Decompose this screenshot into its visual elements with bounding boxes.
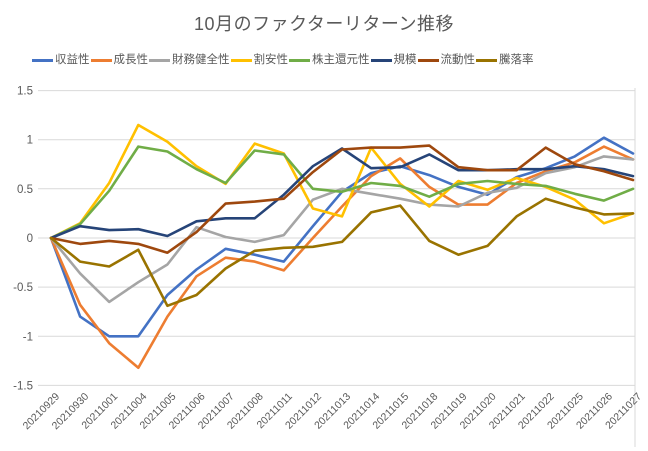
- legend-item-size: 規模: [370, 54, 417, 67]
- series-line-growth: [49, 145, 635, 370]
- legend-item-profitability: 収益性: [32, 54, 90, 67]
- series-line-profitability: [49, 136, 635, 338]
- legend-item-liquidity: 流動性: [417, 54, 476, 67]
- y-axis-tick-label: -1: [23, 331, 33, 343]
- y-axis-tick-labels: 1.5 1 0.5 0 -0.5 -1 -1.5: [13, 86, 33, 393]
- legend-line-marker: [476, 59, 497, 63]
- y-axis-tick-label: 1.5: [17, 86, 33, 98]
- legend-label: 収益性: [55, 54, 90, 66]
- y-axis-tick-label: 0: [27, 233, 33, 245]
- y-axis-tick-label: 0.5: [17, 184, 33, 196]
- legend-line-marker: [90, 59, 112, 63]
- legend-line-marker: [289, 59, 310, 63]
- y-axis-tick-label: -1.5: [13, 380, 33, 392]
- legend-line-marker: [230, 59, 252, 63]
- legend-label: 規模: [393, 54, 417, 66]
- legend-label: 株主還元性: [312, 54, 370, 66]
- chart-title: 10月のファクターリターン推移: [194, 14, 454, 34]
- x-axis-tick-labels: 2021092920210930202110012021100420211005…: [21, 391, 645, 433]
- legend-line-marker: [32, 59, 53, 63]
- legend-item-growth: 成長性: [90, 54, 149, 67]
- chart-legend: 収益性 成長性 財務健全性 割安性 株主還元性 規模 流動性 騰落率: [32, 54, 535, 67]
- series-line-liquidity: [49, 144, 635, 254]
- legend-item-shareholder-return: 株主還元性: [289, 54, 370, 67]
- series-lines-group: [49, 123, 635, 370]
- legend-item-change-rate: 騰落率: [476, 54, 534, 67]
- series-line-change-rate: [49, 197, 635, 308]
- legend-line-marker: [370, 59, 392, 63]
- series-line-shareholder-return: [49, 145, 635, 240]
- legend-label: 流動性: [440, 54, 476, 66]
- legend-line-marker: [149, 59, 170, 63]
- legend-label: 騰落率: [499, 54, 534, 66]
- legend-label: 財務健全性: [172, 54, 230, 66]
- series-line-value: [49, 123, 635, 240]
- legend-item-financial-health: 財務健全性: [149, 54, 230, 67]
- legend-line-marker: [417, 59, 439, 63]
- legend-label: 成長性: [113, 54, 149, 66]
- y-axis-tick-label: -0.5: [13, 282, 33, 294]
- series-line-financial-health: [49, 155, 635, 304]
- legend-item-value: 割安性: [230, 54, 289, 67]
- legend-label: 割安性: [253, 54, 289, 66]
- y-axis-tick-label: 1: [27, 135, 33, 147]
